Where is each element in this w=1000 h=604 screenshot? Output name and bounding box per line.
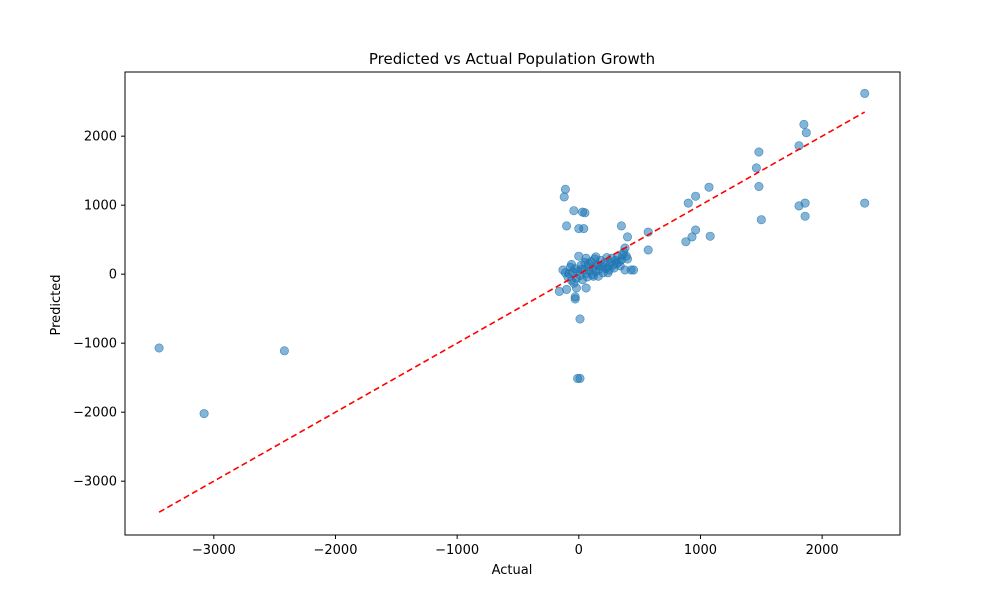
- data-point: [756, 215, 766, 225]
- data-point: [575, 314, 585, 324]
- data-point: [564, 268, 574, 278]
- data-point: [603, 268, 613, 278]
- data-point: [566, 259, 576, 269]
- x-tick-label: −1000: [435, 543, 479, 558]
- data-point: [754, 182, 764, 192]
- data-point: [581, 283, 591, 293]
- data-point: [643, 245, 653, 255]
- data-point: [751, 163, 761, 173]
- data-point: [705, 231, 715, 241]
- data-point: [616, 221, 626, 231]
- x-tick-label: 1000: [684, 543, 717, 558]
- x-tick-label: 2000: [806, 543, 839, 558]
- data-point: [691, 191, 701, 201]
- data-point: [800, 211, 810, 221]
- data-point: [569, 206, 579, 216]
- y-axis-label: Predicted: [49, 274, 64, 335]
- x-tick-label: −2000: [313, 543, 357, 558]
- data-point: [562, 221, 572, 231]
- x-ticks: −3000 −2000 −1000 0 1000 2000: [192, 535, 839, 558]
- data-point: [562, 284, 572, 294]
- data-point: [588, 271, 598, 281]
- data-point: [559, 192, 569, 202]
- data-point: [622, 254, 632, 264]
- y-tick-label: −3000: [73, 475, 117, 490]
- data-point: [704, 182, 714, 192]
- data-point: [570, 294, 580, 304]
- data-point: [199, 409, 209, 419]
- data-point: [681, 237, 691, 247]
- x-tick-label: −3000: [192, 543, 236, 558]
- x-axis-label: Actual: [492, 563, 533, 578]
- data-point: [560, 184, 570, 194]
- y-tick-label: 2000: [84, 130, 117, 145]
- data-point: [575, 373, 585, 383]
- data-point: [687, 232, 697, 242]
- data-point: [799, 119, 809, 129]
- data-points: [154, 88, 870, 419]
- data-point: [579, 224, 589, 234]
- data-point: [622, 232, 632, 242]
- data-point: [591, 252, 601, 262]
- data-point: [580, 208, 590, 218]
- y-tick-label: −1000: [73, 337, 117, 352]
- data-point: [860, 198, 870, 208]
- data-point: [279, 346, 289, 356]
- data-point: [629, 265, 639, 275]
- data-point: [154, 343, 164, 353]
- data-point: [801, 128, 811, 138]
- reference-line: [158, 111, 866, 513]
- y-tick-label: 0: [109, 268, 117, 283]
- data-point: [860, 88, 870, 98]
- plot-frame: [124, 71, 901, 536]
- y-tick-label: −2000: [73, 406, 117, 421]
- chart-title: Predicted vs Actual Population Growth: [369, 50, 655, 68]
- data-point: [581, 253, 591, 263]
- x-tick-label: 0: [575, 543, 583, 558]
- data-point: [794, 201, 804, 211]
- data-point: [754, 147, 764, 157]
- y-ticks: −3000 −2000 −1000 0 1000 2000: [73, 130, 125, 490]
- y-tick-label: 1000: [84, 199, 117, 214]
- data-point: [683, 198, 693, 208]
